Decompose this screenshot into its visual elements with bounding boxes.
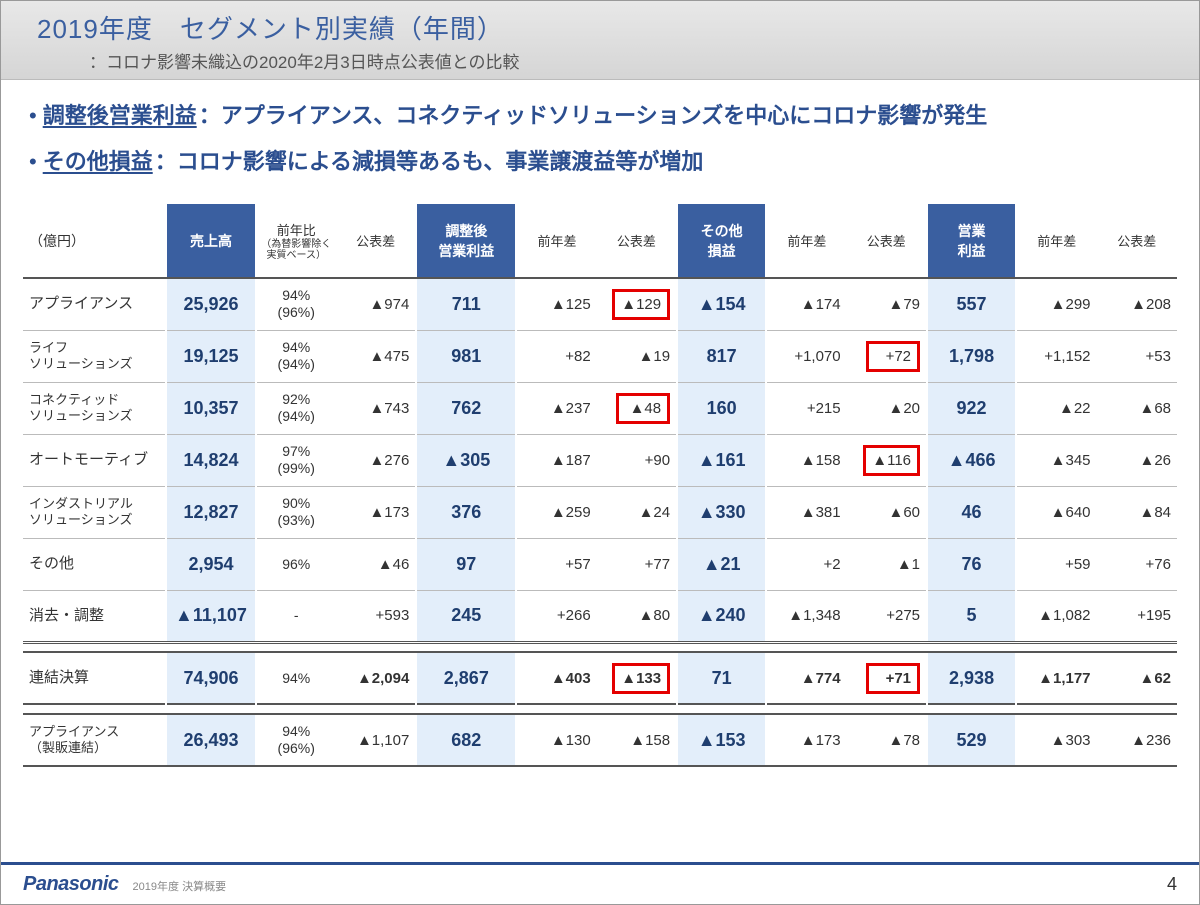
row-name: 連結決算 xyxy=(23,652,166,704)
table-row: コネクティッド ソリューションズ 10,357 92% (94%) ▲743 7… xyxy=(23,382,1177,434)
table-row: アプライアンス 25,926 94% (96%) ▲974 711 ▲125 ▲… xyxy=(23,278,1177,330)
bullets: • 調整後営業利益：アプライアンス、コネクティッドソリューションズを中心にコロナ… xyxy=(1,80,1199,204)
row-name: アプライアンス xyxy=(23,278,166,330)
footer: Panasonic 2019年度 決算概要 4 xyxy=(1,862,1199,904)
row-name: コネクティッド ソリューションズ xyxy=(23,382,166,434)
row-name: オートモーティブ xyxy=(23,434,166,486)
row-name: アプライアンス （製販連結） xyxy=(23,714,166,766)
h-diff-4: 公表差 xyxy=(1097,204,1177,278)
h-adj-op: 調整後 営業利益 xyxy=(416,204,516,278)
table-row: ライフ ソリューションズ 19,125 94% (94%) ▲475 981 +… xyxy=(23,330,1177,382)
bullet-1: • 調整後営業利益：アプライアンス、コネクティッドソリューションズを中心にコロナ… xyxy=(29,98,1171,130)
table-row: 消去・調整 ▲11,107 - +593 245 +266 ▲80 ▲240 ▲… xyxy=(23,590,1177,642)
page-number: 4 xyxy=(1167,874,1177,895)
h-yoydiff-2: 前年差 xyxy=(766,204,846,278)
h-sales: 売上高 xyxy=(166,204,255,278)
title-main: 2019年度 セグメント別実績（年間） xyxy=(37,9,1199,46)
row-name: インダストリアル ソリューションズ xyxy=(23,486,166,538)
footer-note: 2019年度 決算概要 xyxy=(133,878,227,894)
h-yoy: 前年比（為替影響除く 実質ベース） xyxy=(256,204,336,278)
total-row: 連結決算 74,906 94% ▲2,094 2,867 ▲403 ▲133 7… xyxy=(23,652,1177,704)
h-diff-3: 公表差 xyxy=(847,204,927,278)
title-sub: ：コロナ影響未織込の2020年2月3日時点公表値との比較 xyxy=(89,48,1199,73)
table-row: インダストリアル ソリューションズ 12,827 90% (93%) ▲173 … xyxy=(23,486,1177,538)
h-yoydiff-3: 前年差 xyxy=(1016,204,1096,278)
row-name: ライフ ソリューションズ xyxy=(23,330,166,382)
table-row: オートモーティブ 14,824 97% (99%) ▲276 ▲305 ▲187… xyxy=(23,434,1177,486)
h-other: その他 損益 xyxy=(677,204,766,278)
h-yoydiff-1: 前年差 xyxy=(516,204,596,278)
title-bar: 2019年度 セグメント別実績（年間） ：コロナ影響未織込の2020年2月3日時… xyxy=(1,1,1199,80)
table-wrap: （億円） 売上高 前年比（為替影響除く 実質ベース） 公表差 調整後 営業利益 … xyxy=(1,204,1199,767)
segment-table: （億円） 売上高 前年比（為替影響除く 実質ベース） 公表差 調整後 営業利益 … xyxy=(23,204,1177,767)
unit-label: （億円） xyxy=(23,204,166,278)
h-diff-1: 公表差 xyxy=(336,204,416,278)
h-op: 営業 利益 xyxy=(927,204,1016,278)
table-row: その他 2,954 96% ▲46 97 +57 +77 ▲21 +2 ▲1 7… xyxy=(23,538,1177,590)
row-name: 消去・調整 xyxy=(23,590,166,642)
h-diff-2: 公表差 xyxy=(597,204,677,278)
extra-row: アプライアンス （製販連結） 26,493 94% (96%) ▲1,107 6… xyxy=(23,714,1177,766)
bullet-2: • その他損益：コロナ影響による減損等あるも、事業譲渡益等が増加 xyxy=(29,144,1171,176)
row-name: その他 xyxy=(23,538,166,590)
logo: Panasonic xyxy=(23,873,119,896)
header-row: （億円） 売上高 前年比（為替影響除く 実質ベース） 公表差 調整後 営業利益 … xyxy=(23,204,1177,278)
